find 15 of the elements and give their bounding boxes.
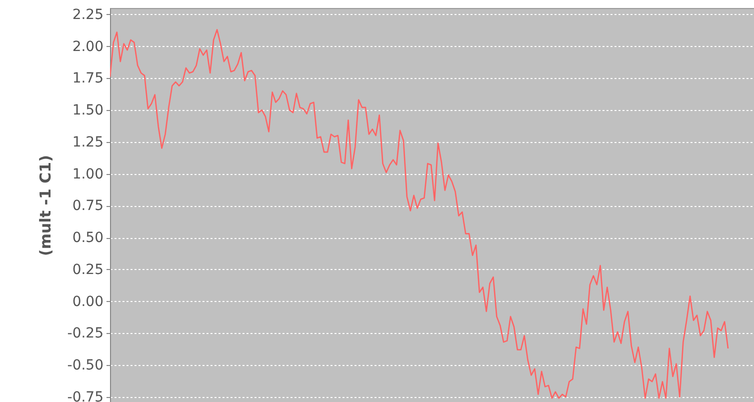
y-tick-label: 2.00 bbox=[72, 38, 104, 55]
y-tick-label: 0.75 bbox=[72, 198, 104, 214]
y-axis-title: (mult -1 C1) bbox=[36, 155, 54, 256]
line-series bbox=[110, 29, 729, 399]
y-tick-label: 1.00 bbox=[72, 166, 104, 182]
y-tick-label: -0.25 bbox=[67, 326, 104, 342]
y-tick-label: 0.25 bbox=[72, 262, 104, 278]
y-tick-label: 1.75 bbox=[72, 70, 104, 87]
y-tick-label: 0.50 bbox=[72, 230, 104, 246]
y-tick-label: -0.50 bbox=[67, 358, 104, 374]
y-tick-label: 1.50 bbox=[72, 102, 104, 119]
y-tick-label: 0.00 bbox=[72, 294, 104, 310]
y-tick-label: -0.75 bbox=[67, 389, 104, 402]
y-tick-label: 1.25 bbox=[72, 134, 104, 150]
y-tick-label: 2.25 bbox=[72, 6, 104, 23]
